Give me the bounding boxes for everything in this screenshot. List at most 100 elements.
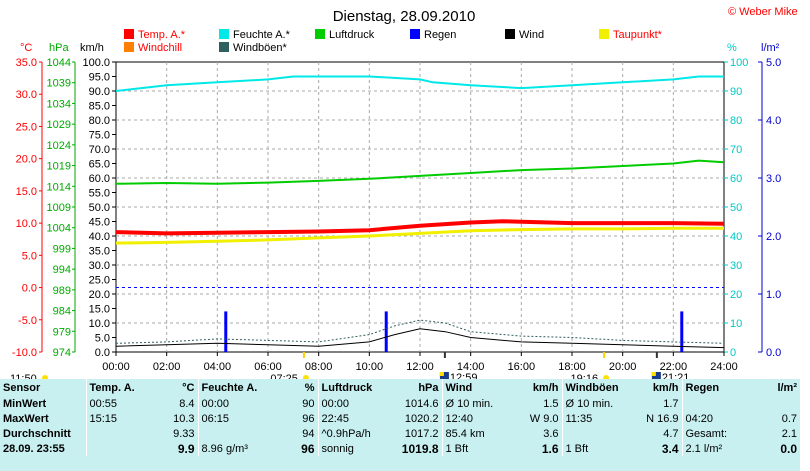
stats-cell: Feuchte A. <box>197 379 278 396</box>
rain-bar <box>384 311 388 352</box>
moon-icon <box>651 372 661 380</box>
time-tick-label: 04:00 <box>204 361 232 373</box>
temp-tick-label: 15.0 <box>16 186 37 198</box>
legend-label: Feuchte A.* <box>233 29 291 41</box>
stats-cell: Wind <box>441 379 510 396</box>
time-tick-label: 06:00 <box>254 361 282 373</box>
speed-tick-label: 25.0 <box>89 275 110 287</box>
series-line <box>115 226 724 245</box>
pressure-tick-label: 979 <box>53 326 71 338</box>
stats-cell: Ø 10 min. <box>441 396 510 411</box>
stats-cell: 2.1 <box>781 427 797 440</box>
pressure-tick-label: 1014 <box>47 181 71 193</box>
speed-tick-label: 45.0 <box>89 217 110 229</box>
pressure-tick-label: 1034 <box>47 98 71 110</box>
legend-label: Windböen* <box>233 42 288 54</box>
axes: 35.0 30.0 25.0 20.0 15.0 10.0 5.0 0.0 -5.0 -10.0 1… <box>12 57 781 373</box>
time-tick-label: 16:00 <box>508 361 536 373</box>
pressure-tick-label: 994 <box>53 264 71 276</box>
stats-cell <box>85 426 156 441</box>
stats-header-row: Sensor Temp. A. °C Feuchte A.% Luftdruck hPa W… <box>0 379 800 396</box>
legend-label: Regen <box>424 29 456 41</box>
pressure-tick-label: 1019 <box>47 161 71 173</box>
moon-icon-glyph <box>651 372 656 376</box>
time-tick-label: 20:00 <box>609 361 637 373</box>
pressure-tick-label: 999 <box>53 243 71 255</box>
sun-icon <box>42 375 48 380</box>
pressure-tick-label: 974 <box>53 347 71 359</box>
stats-cell: Gesamt: <box>681 426 744 441</box>
stats-cell: 12:40 <box>441 411 510 426</box>
stats-cell: W 9.0 <box>529 412 559 425</box>
time-tick-label: 08:00 <box>305 361 333 373</box>
rain-tick-label: 2.0 <box>766 231 781 243</box>
stats-cell: °C <box>182 381 195 394</box>
marker-label: 12:59 <box>450 372 478 380</box>
stats-cell: 4.7 <box>663 427 679 440</box>
speed-tick-label: 80.0 <box>89 115 110 127</box>
humidity-tick-label: 60 <box>730 173 742 185</box>
stats-cell: 22:45 <box>317 411 390 426</box>
stats-cell: Luftdruck <box>317 379 390 396</box>
speed-tick-label: 65.0 <box>89 159 110 171</box>
stats-cell: 1019.8 <box>401 441 439 456</box>
stats-cell: 1020.2 <box>404 412 439 425</box>
series-line <box>115 328 725 349</box>
rain-unit-label: l/m² <box>761 42 780 54</box>
stats-cell: 8.4 <box>179 397 195 410</box>
speed-tick-label: 95.0 <box>89 72 110 84</box>
chart-title: Dienstag, 28.09.2010 <box>333 8 476 25</box>
legend-swatch <box>410 29 420 39</box>
stats-cell: km/h <box>652 381 679 394</box>
marker-label: 19:16 <box>571 373 599 380</box>
marker-label: 21:21 <box>662 372 690 380</box>
legend-label: Temp. A.* <box>138 29 186 41</box>
speed-tick-label: 15.0 <box>89 304 110 316</box>
stats-cell: 1.5 <box>543 397 559 410</box>
humidity-unit-label: % <box>727 42 737 54</box>
time-tick-label: 12:00 <box>406 361 434 373</box>
temp-tick-label: 0.0 <box>22 283 37 295</box>
legend: Temp. A.* Feuchte A.* Luftdruck Regen Wind Ta… <box>124 29 663 54</box>
humidity-tick-label: 40 <box>730 231 742 243</box>
stats-cell: MinWert <box>3 397 47 410</box>
stats-cell: 96 <box>302 412 315 425</box>
humidity-tick-label: 50 <box>730 202 742 214</box>
pressure-tick-label: 1044 <box>47 57 71 69</box>
humidity-tick-label: 90 <box>730 86 742 98</box>
speed-tick-label: 5.0 <box>95 333 110 345</box>
stats-cell: ^0.9hPa/h <box>317 426 390 441</box>
humidity-tick-label: 0 <box>730 347 736 359</box>
temp-tick-label: 25.0 <box>16 121 37 133</box>
grid <box>116 62 724 352</box>
pressure-tick-label: 1024 <box>47 140 71 152</box>
rain-tick-label: 1.0 <box>766 289 781 301</box>
humidity-tick-label: 30 <box>730 260 742 272</box>
speed-tick-label: 60.0 <box>89 173 110 185</box>
stats-cell <box>85 441 156 456</box>
stats-cell: 0.0 <box>780 441 797 456</box>
rain-tick-label: 4.0 <box>766 115 781 127</box>
stats-cell: 1 Bft <box>441 441 510 456</box>
humidity-tick-label: 20 <box>730 289 742 301</box>
time-tick-label: 10:00 <box>356 361 384 373</box>
stats-cell <box>681 396 744 411</box>
stats-cell: Temp. A. <box>85 379 156 396</box>
legend-swatch <box>124 42 134 52</box>
legend-swatch <box>219 29 229 39</box>
stats-cell: 9.9 <box>177 441 195 456</box>
rain-bar <box>224 311 228 352</box>
marker-label: 07:25 <box>270 373 298 380</box>
stats-cell <box>744 396 800 411</box>
stats-cell: Windböen <box>561 379 632 396</box>
humidity-tick-label: 70 <box>730 144 742 156</box>
stats-cell: l/m² <box>777 381 797 394</box>
legend-label: Luftdruck <box>329 29 375 41</box>
stats-cell: 8.96 g/m³ <box>197 441 278 456</box>
speed-tick-label: 35.0 <box>89 246 110 258</box>
stats-cell: Sensor <box>3 381 41 394</box>
legend-swatch <box>315 29 325 39</box>
speed-tick-label: 100.0 <box>82 57 110 69</box>
speed-tick-label: 75.0 <box>89 130 110 142</box>
